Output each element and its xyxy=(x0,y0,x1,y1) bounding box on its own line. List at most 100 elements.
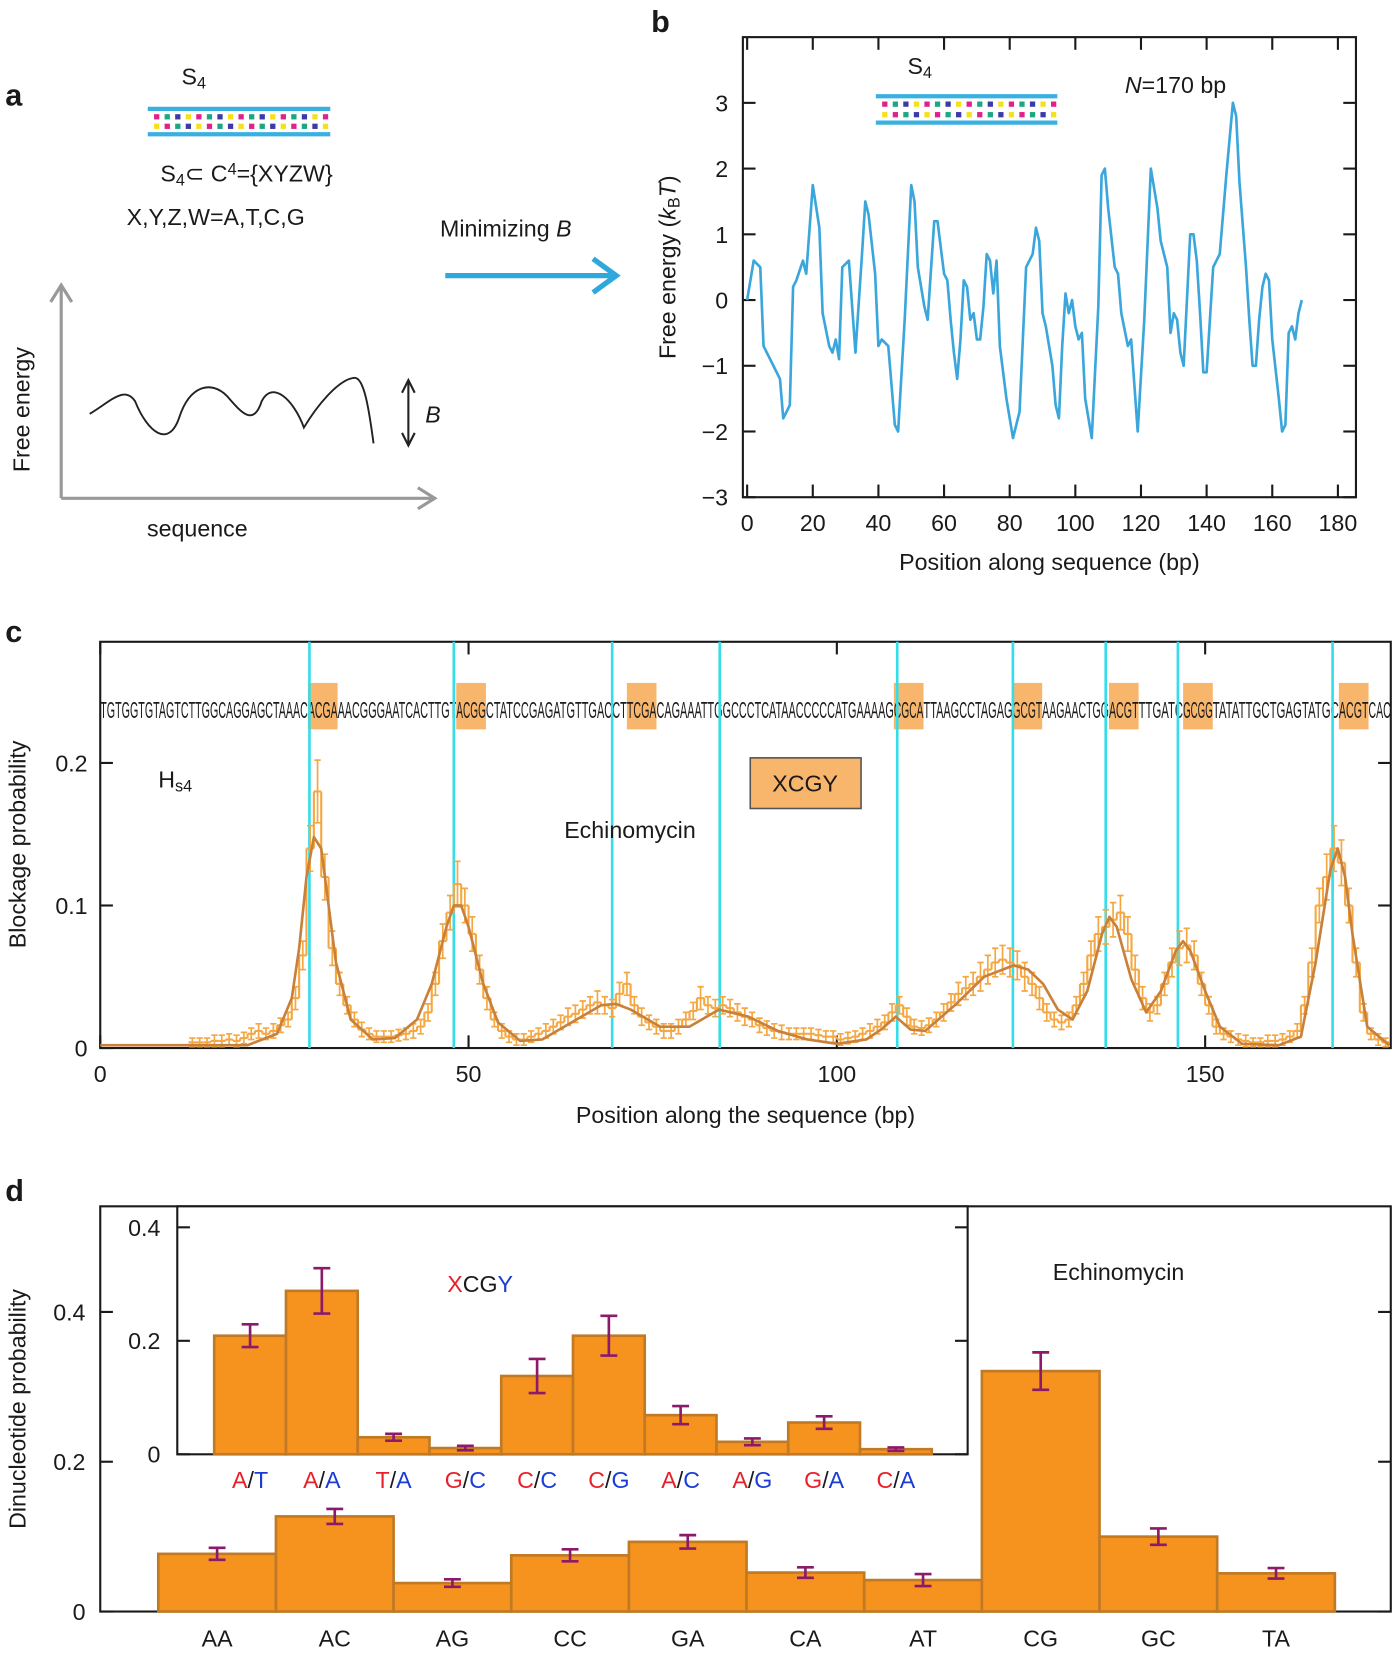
error-bar xyxy=(208,1546,226,1562)
base xyxy=(998,112,1004,118)
error-bar xyxy=(645,1014,653,1031)
error-bar xyxy=(690,1001,697,1021)
length-label: N=170 bp xyxy=(1125,72,1226,98)
base xyxy=(956,101,962,107)
drug-label: Echinomycin xyxy=(564,817,696,843)
error-bar xyxy=(887,1446,905,1453)
x-tick-label-part: T xyxy=(376,1467,390,1493)
drug-label: Echinomycin xyxy=(1053,1259,1185,1285)
error-bar xyxy=(424,1003,432,1022)
fit-curve xyxy=(100,835,1391,1047)
x-tick-label-part: A xyxy=(303,1467,319,1493)
error-bar xyxy=(984,954,992,985)
molecule-label-part: S xyxy=(907,53,922,79)
base xyxy=(966,112,972,118)
motif-label-part: CG xyxy=(463,1271,498,1297)
base xyxy=(945,112,951,118)
bar xyxy=(1098,1535,1219,1613)
sequence-text: TCGA xyxy=(627,697,657,723)
base xyxy=(164,114,170,120)
plot-frame xyxy=(741,36,1358,499)
sequence-text: TATATTGCTGAGTATGC xyxy=(1213,697,1339,723)
error-bar xyxy=(1124,916,1131,952)
base xyxy=(987,101,993,107)
y-tick-label: 1 xyxy=(715,222,728,248)
x-tick-label: GA xyxy=(671,1625,705,1651)
x-axis-label: Position along the sequence (bp) xyxy=(576,1102,915,1128)
track-label-part: H xyxy=(158,766,175,792)
error-bar xyxy=(380,1030,388,1044)
error-bar xyxy=(697,985,704,1011)
x-tick-label: AA xyxy=(202,1625,233,1651)
base xyxy=(924,101,930,107)
base xyxy=(903,112,909,118)
error-bar xyxy=(561,1548,579,1563)
error-bar xyxy=(255,1022,262,1039)
x-tick-label: CA xyxy=(789,1625,822,1651)
error-bar xyxy=(443,1578,461,1589)
base xyxy=(934,101,941,107)
motif-highlight xyxy=(626,682,657,730)
x-tick-label-part: / xyxy=(748,1467,755,1493)
y-axis-label-part: ) xyxy=(654,175,680,183)
base xyxy=(154,123,160,129)
error-bar xyxy=(712,998,719,1018)
x-tick-label-part: A xyxy=(661,1467,677,1493)
x-tick-label-part: / xyxy=(390,1467,397,1493)
letters: X,Y,Z,W=A,T,C,G xyxy=(127,204,305,230)
x-tick-label: 20 xyxy=(800,510,826,536)
error-bar xyxy=(241,1323,259,1349)
arrow-label: Minimizing B xyxy=(440,216,572,242)
error-bar xyxy=(240,1031,248,1045)
base xyxy=(924,112,930,118)
x-tick-label-part: C xyxy=(517,1467,534,1493)
sequence-text: CGCA xyxy=(894,697,924,723)
sequence-text: ACGT xyxy=(1109,697,1139,723)
x-tick-label-part: C xyxy=(588,1467,605,1493)
error-bar xyxy=(1149,1527,1167,1547)
base xyxy=(238,123,244,129)
base xyxy=(154,114,160,120)
panel-label: c xyxy=(5,615,22,649)
bar xyxy=(509,1554,631,1613)
base xyxy=(892,101,898,107)
error-bar xyxy=(1006,947,1014,978)
base xyxy=(882,101,888,107)
base xyxy=(977,101,983,107)
y-tick-label: 0 xyxy=(73,1599,86,1625)
motif-highlight xyxy=(893,682,924,730)
base xyxy=(249,114,255,120)
error-bar xyxy=(623,971,631,997)
set-label-part: ={XYZW} xyxy=(237,161,333,187)
error-bar xyxy=(1065,1011,1073,1028)
set-label-part: 4 xyxy=(176,172,185,190)
x-tick-label-part: C xyxy=(877,1467,894,1493)
motif-highlight xyxy=(1108,682,1139,730)
x-tick-label-part: / xyxy=(319,1467,326,1493)
y-tick-label: 0 xyxy=(75,1035,88,1061)
base xyxy=(291,123,297,129)
y-tick-label: 0.2 xyxy=(128,1328,160,1354)
x-tick-label: AG xyxy=(436,1625,470,1651)
error-bar xyxy=(925,1017,933,1034)
set-label-part: 4 xyxy=(228,161,237,179)
x-tick-label: CG xyxy=(1023,1625,1058,1651)
set-label-part: ⊂ C xyxy=(185,161,228,187)
base xyxy=(185,123,191,129)
y-tick-label: 0.1 xyxy=(55,893,87,919)
error-bar xyxy=(743,1437,761,1447)
error-bar xyxy=(528,1357,546,1395)
x-tick-label: 150 xyxy=(1186,1061,1225,1087)
error-bar xyxy=(388,1030,395,1044)
base xyxy=(217,114,223,120)
base xyxy=(322,123,329,129)
bar xyxy=(627,1540,748,1613)
error-bar xyxy=(726,998,734,1018)
x-tick-label-part: / xyxy=(534,1467,541,1493)
x-tick-label-part: A xyxy=(900,1467,916,1493)
error-bar xyxy=(763,1020,771,1037)
sequence-text: GCGT xyxy=(1013,697,1043,723)
sequence-text: GCGG xyxy=(1183,697,1213,723)
x-tick-label-part: G xyxy=(754,1467,772,1493)
